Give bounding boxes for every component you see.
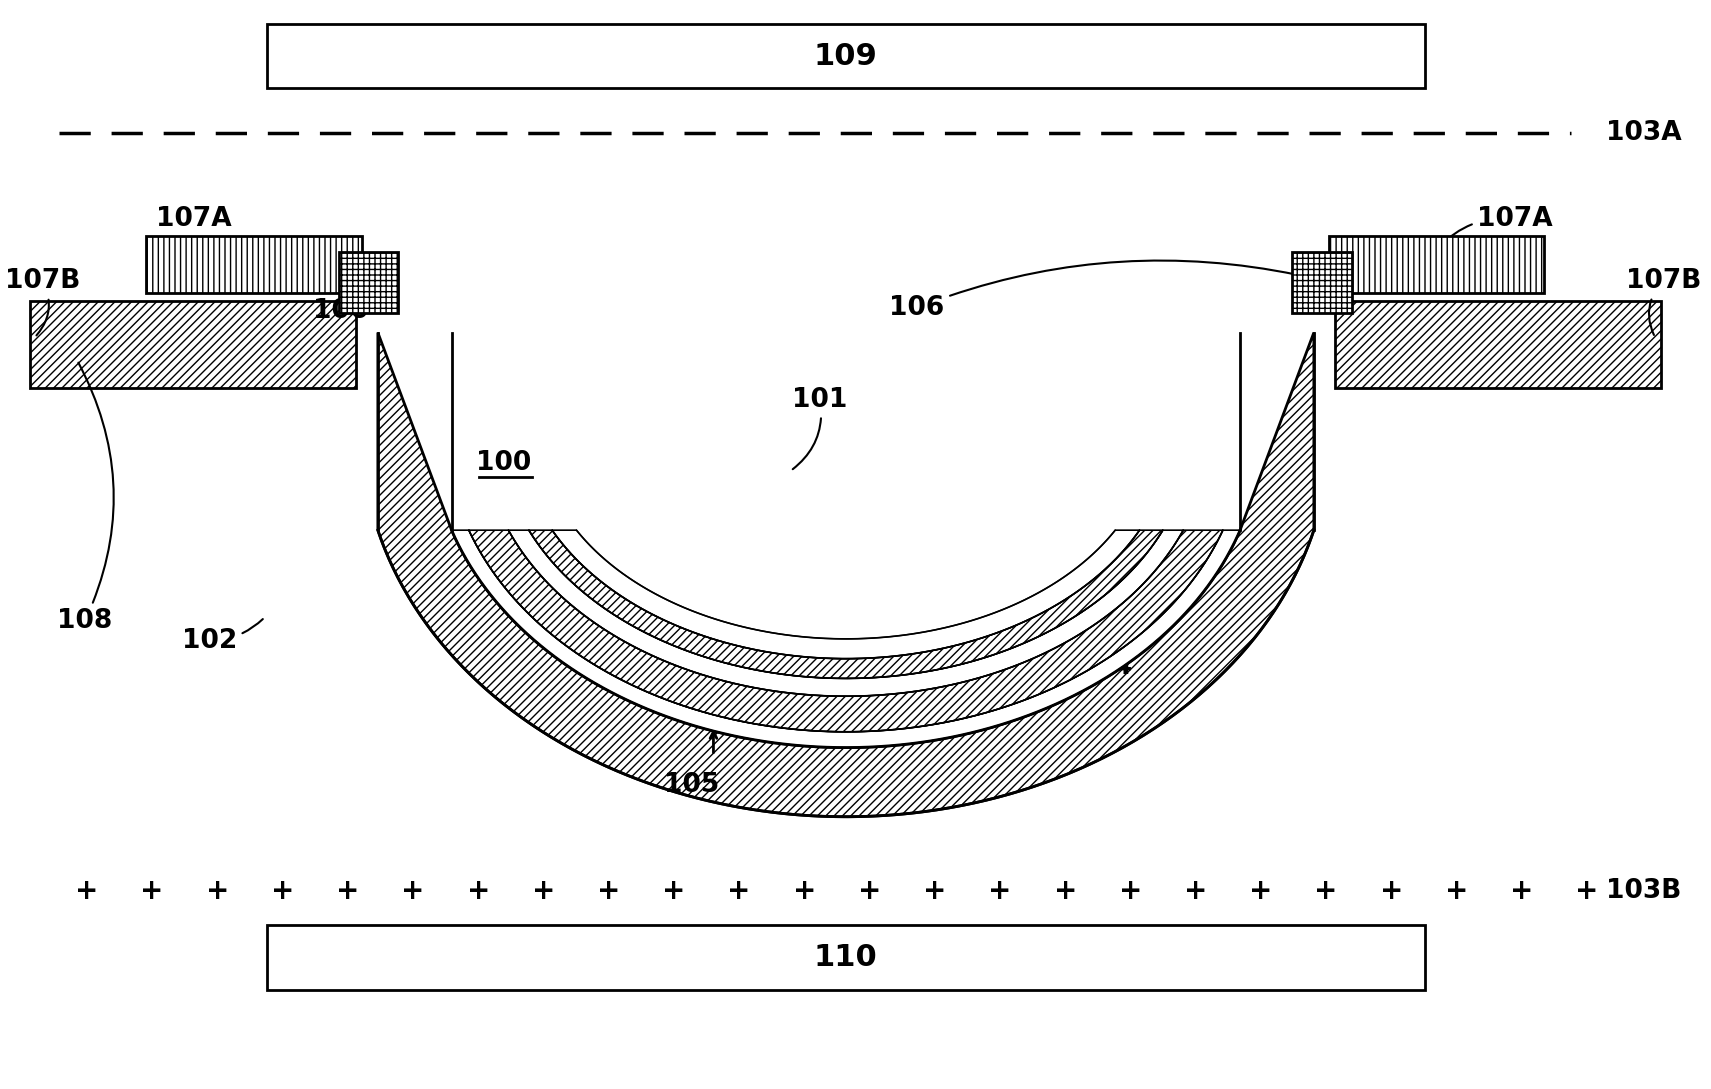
Text: 107B: 107B — [5, 268, 80, 335]
Bar — [1335, 301, 1661, 388]
Text: +: + — [1511, 877, 1533, 905]
Bar — [267, 24, 1425, 88]
Text: +: + — [662, 877, 686, 905]
Text: 100: 100 — [476, 450, 532, 476]
Text: 104: 104 — [1078, 653, 1133, 680]
Bar — [1329, 235, 1545, 293]
Text: +: + — [140, 877, 164, 905]
Text: 109: 109 — [814, 41, 878, 71]
Text: +: + — [75, 877, 99, 905]
Text: +: + — [1249, 877, 1273, 905]
Text: +: + — [727, 877, 751, 905]
Polygon shape — [378, 332, 1314, 817]
Text: 108: 108 — [56, 363, 113, 634]
Text: +: + — [1119, 877, 1143, 905]
Text: +: + — [335, 877, 359, 905]
Text: +: + — [402, 877, 424, 905]
Polygon shape — [529, 530, 1163, 678]
Text: +: + — [467, 877, 489, 905]
Text: +: + — [597, 877, 621, 905]
Text: +: + — [857, 877, 881, 905]
Text: +: + — [1054, 877, 1076, 905]
Text: 107A: 107A — [156, 206, 236, 246]
Text: 103A: 103A — [1605, 120, 1682, 146]
Text: +: + — [1576, 877, 1598, 905]
Polygon shape — [452, 530, 1240, 747]
Text: +: + — [532, 877, 554, 905]
Polygon shape — [469, 530, 1223, 732]
Text: +: + — [205, 877, 229, 905]
Text: +: + — [1314, 877, 1338, 905]
Polygon shape — [553, 530, 1140, 659]
Text: 106: 106 — [313, 278, 368, 323]
Bar — [339, 252, 399, 313]
Text: +: + — [1444, 877, 1468, 905]
Text: 103B: 103B — [1605, 878, 1682, 904]
Bar — [29, 301, 356, 388]
Text: 106: 106 — [890, 260, 1297, 321]
Bar — [145, 235, 361, 293]
Text: +: + — [1379, 877, 1403, 905]
Text: +: + — [924, 877, 946, 905]
Text: 105: 105 — [664, 772, 719, 798]
Bar — [1292, 252, 1352, 313]
Text: +: + — [792, 877, 816, 905]
Text: 110: 110 — [814, 943, 878, 972]
Text: +: + — [989, 877, 1011, 905]
Text: 107A: 107A — [1439, 206, 1554, 246]
Polygon shape — [508, 530, 1184, 696]
Text: 101: 101 — [792, 387, 849, 469]
Text: +: + — [270, 877, 294, 905]
Text: 107B: 107B — [1625, 268, 1701, 335]
Bar — [267, 926, 1425, 990]
Text: +: + — [1184, 877, 1208, 905]
Text: 102: 102 — [181, 619, 263, 653]
